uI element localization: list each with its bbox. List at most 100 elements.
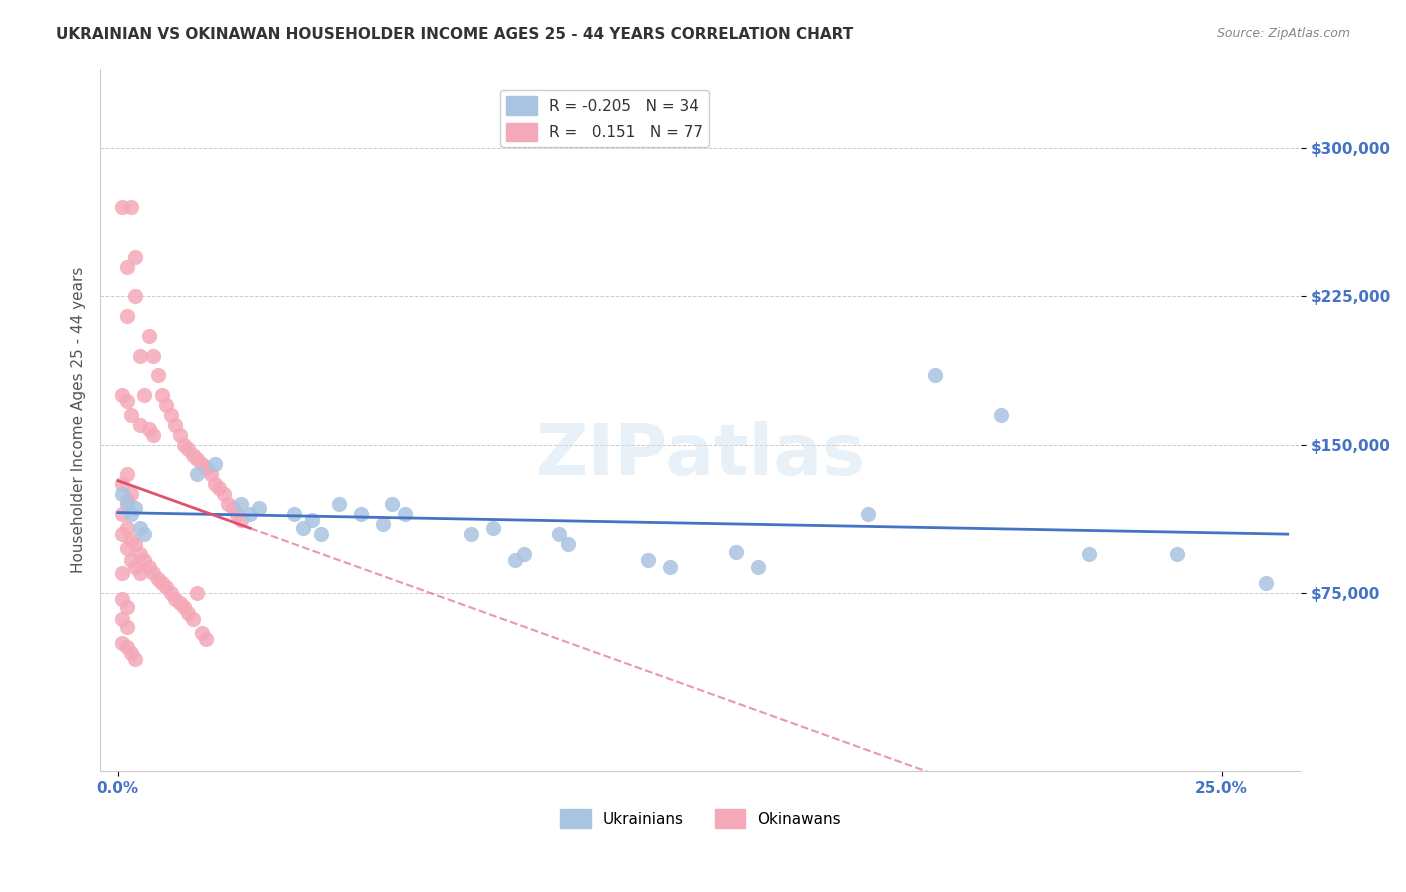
Point [195,461,218,475]
Point [120,487,142,501]
Point [146,572,169,586]
Point [309,526,332,541]
Point [482,521,505,535]
Point [115,620,138,634]
Point [115,541,138,555]
Point [221,501,243,516]
Point [195,632,218,646]
Point [111,592,134,607]
Point [394,507,416,521]
Point [115,394,138,409]
Legend: Ukrainians, Okinawans: Ukrainians, Okinawans [554,803,846,834]
Point [120,507,142,521]
Point [111,487,134,501]
Point [115,600,138,615]
Point [165,592,187,607]
Point [134,552,156,566]
Point [128,566,150,581]
Point [548,526,571,541]
Point [120,408,142,422]
Point [169,596,191,610]
Point [239,507,262,521]
Point [165,417,187,432]
Point [328,497,350,511]
Point [111,526,134,541]
Point [190,625,212,640]
Point [111,477,134,491]
Point [169,427,191,442]
Point [724,544,747,558]
Point [924,368,946,383]
Point [111,388,134,402]
Point [658,560,681,574]
Point [124,250,146,264]
Point [120,200,142,214]
Point [128,521,150,535]
Point [173,600,195,615]
Point [217,497,239,511]
Point [124,537,146,551]
Point [283,507,305,521]
Point [128,349,150,363]
Point [128,547,150,561]
Point [142,427,165,442]
Point [1254,576,1277,591]
Point [231,497,253,511]
Point [115,640,138,654]
Point [181,612,204,626]
Point [1166,547,1188,561]
Point [186,467,208,482]
Point [134,526,156,541]
Point [177,442,200,456]
Point [301,513,323,527]
Point [1078,547,1101,561]
Point [177,606,200,620]
Point [138,560,160,574]
Point [146,368,169,383]
Point [134,388,156,402]
Point [186,586,208,600]
Point [128,417,150,432]
Point [115,309,138,323]
Point [124,501,146,516]
Point [120,646,142,660]
Text: ZIPatlas: ZIPatlas [536,421,866,490]
Point [858,507,880,521]
Point [204,477,226,491]
Point [460,526,482,541]
Point [115,521,138,535]
Point [124,289,146,303]
Point [159,586,181,600]
Point [115,467,138,482]
Point [155,398,177,412]
Point [557,537,579,551]
Point [186,451,208,466]
Point [150,576,173,591]
Point [181,448,204,462]
Point [142,566,165,581]
Point [124,560,146,574]
Point [226,507,249,521]
Point [208,481,231,495]
Point [204,458,226,472]
Point [124,651,146,665]
Point [173,438,195,452]
Point [747,560,769,574]
Point [138,422,160,436]
Point [190,458,212,472]
Point [115,493,138,508]
Point [200,467,222,482]
Point [120,552,142,566]
Point [159,408,181,422]
Text: Source: ZipAtlas.com: Source: ZipAtlas.com [1216,27,1350,40]
Point [111,566,134,581]
Point [513,547,536,561]
Point [120,533,142,547]
Point [990,408,1012,422]
Point [380,497,402,511]
Point [150,388,173,402]
Point [292,521,315,535]
Point [231,513,253,527]
Y-axis label: Householder Income Ages 25 - 44 years: Householder Income Ages 25 - 44 years [72,267,86,574]
Point [142,349,165,363]
